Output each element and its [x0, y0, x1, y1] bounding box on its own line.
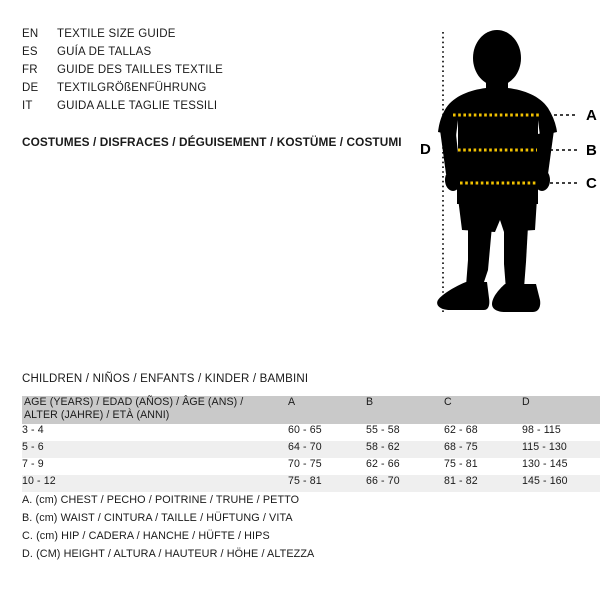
child-silhouette-icon: A B C D [420, 30, 597, 312]
language-code: IT [22, 100, 33, 112]
table-row: 3 - 4 60 - 65 55 - 58 62 - 68 98 - 115 [22, 424, 600, 441]
column-header-age: AGE (YEARS) / EDAD (AÑOS) / ÂGE (ANS) / … [22, 396, 288, 424]
children-section-heading: CHILDREN / NIÑOS / ENFANTS / KINDER / BA… [22, 373, 309, 385]
cell-d: 98 - 115 [522, 424, 561, 436]
age-header-line1: AGE (YEARS) / EDAD (AÑOS) / ÂGE (ANS) / [24, 396, 244, 408]
language-title: TEXTILGRÖßENFÜHRUNG [57, 82, 207, 94]
language-code: DE [22, 82, 39, 94]
table-row: 7 - 9 70 - 75 62 - 66 75 - 81 130 - 145 [22, 458, 600, 475]
language-header-list: EN TEXTILE SIZE GUIDE ES GUÍA DE TALLAS … [22, 28, 223, 118]
cell-a: 75 - 81 [288, 475, 322, 487]
cell-a: 70 - 75 [288, 458, 322, 470]
language-row-en: EN TEXTILE SIZE GUIDE [22, 28, 223, 46]
language-title: GUIDE DES TAILLES TEXTILE [57, 64, 224, 76]
language-title: GUÍA DE TALLAS [57, 46, 152, 58]
language-row-it: IT GUIDA ALLE TAGLIE TESSILI [22, 100, 223, 118]
language-code: EN [22, 28, 39, 40]
cell-b: 58 - 62 [366, 441, 400, 453]
table-row: 5 - 6 64 - 70 58 - 62 68 - 75 115 - 130 [22, 441, 600, 458]
language-row-de: DE TEXTILGRÖßENFÜHRUNG [22, 82, 223, 100]
marker-label-b: B [586, 142, 597, 159]
size-table-wrapper: AGE (YEARS) / EDAD (AÑOS) / ÂGE (ANS) / … [22, 396, 600, 492]
silhouette-body [437, 30, 557, 312]
language-code: ES [22, 46, 38, 58]
language-code: FR [22, 64, 38, 76]
cell-c: 81 - 82 [444, 475, 478, 487]
cell-b: 55 - 58 [366, 424, 400, 436]
marker-label-a: A [586, 107, 597, 124]
costumes-subtitle: COSTUMES / DISFRACES / DÉGUISEMENT / KOS… [22, 135, 402, 149]
cell-d: 145 - 160 [522, 475, 568, 487]
table-head: AGE (YEARS) / EDAD (AÑOS) / ÂGE (ANS) / … [22, 396, 600, 424]
cell-d: 115 - 130 [522, 441, 567, 453]
cell-b: 66 - 70 [366, 475, 400, 487]
cell-age: 3 - 4 [22, 424, 44, 436]
cell-b: 62 - 66 [366, 458, 400, 470]
column-header-a: A [288, 396, 296, 408]
cell-c: 68 - 75 [444, 441, 478, 453]
table-body: 3 - 4 60 - 65 55 - 58 62 - 68 98 - 115 5… [22, 424, 600, 492]
age-header-line2: ALTER (JAHRE) / ETÀ (ANNI) [24, 408, 170, 421]
legend-item-d: D. (CM) HEIGHT / ALTURA / HAUTEUR / HÖHE… [22, 548, 315, 560]
language-row-fr: FR GUIDE DES TAILLES TEXTILE [22, 64, 223, 82]
language-title: TEXTILE SIZE GUIDE [57, 28, 176, 40]
cell-age: 7 - 9 [22, 458, 44, 470]
language-title: GUIDA ALLE TAGLIE TESSILI [57, 100, 218, 112]
marker-label-c: C [586, 175, 597, 192]
language-row-es: ES GUÍA DE TALLAS [22, 46, 223, 64]
table-row: 10 - 12 75 - 81 66 - 70 81 - 82 145 - 16… [22, 475, 600, 492]
legend-item-a: A. (cm) CHEST / PECHO / POITRINE / TRUHE… [22, 494, 300, 506]
cell-a: 64 - 70 [288, 441, 322, 453]
cell-a: 60 - 65 [288, 424, 322, 436]
cell-c: 75 - 81 [444, 458, 478, 470]
cell-age: 5 - 6 [22, 441, 44, 453]
table-header-row: AGE (YEARS) / EDAD (AÑOS) / ÂGE (ANS) / … [22, 396, 600, 424]
legend-item-c: C. (cm) HIP / CADERA / HANCHE / HÜFTE / … [22, 530, 270, 542]
legend-item-b: B. (cm) WAIST / CINTURA / TAILLE / HÜFTU… [22, 512, 293, 524]
column-header-b: B [366, 396, 374, 408]
measurement-figure: A B C D [400, 20, 600, 360]
column-header-c: C [444, 396, 452, 408]
cell-d: 130 - 145 [522, 458, 568, 470]
cell-age: 10 - 12 [22, 475, 56, 487]
marker-label-d: D [420, 141, 431, 158]
measurement-legend: A. (cm) CHEST / PECHO / POITRINE / TRUHE… [22, 494, 314, 566]
column-header-d: D [522, 396, 530, 408]
size-table: AGE (YEARS) / EDAD (AÑOS) / ÂGE (ANS) / … [22, 396, 600, 492]
cell-c: 62 - 68 [444, 424, 478, 436]
